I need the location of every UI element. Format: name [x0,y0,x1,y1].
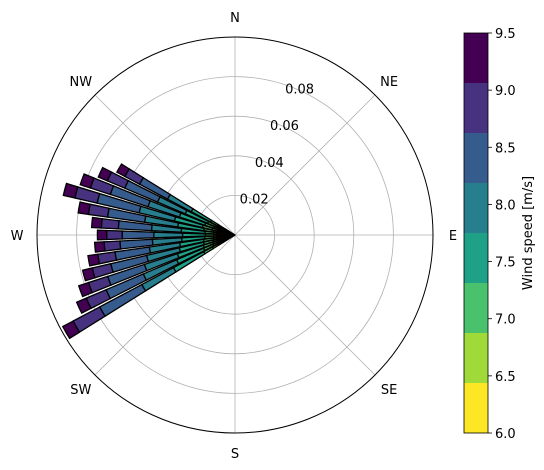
wind-bar-segment [115,163,131,178]
radial-tick-label: 0.02 [240,192,269,207]
wind-bar-segment [87,203,110,218]
wind-bar-segment [153,231,184,239]
angular-gridline [234,234,376,376]
wind-rose-bars [61,163,236,340]
wind-bar-segment [81,267,96,282]
polar-grid [37,37,433,433]
wind-bar-segment [121,230,155,240]
wind-bar-segment [62,182,79,199]
radial-tick-label: 0.08 [285,83,314,98]
wind-bar-segment [77,201,91,216]
colorbar-segment [464,383,488,433]
angular-gridline [94,94,236,236]
colorbar-segment [464,183,488,233]
colorbar-tick-label: 8.0 [495,198,516,213]
colorbar-segment [464,83,488,133]
wind-bar-segment [97,251,118,265]
wind-bar-segment [90,216,103,229]
radial-tick-labels: 0.02 0.04 0.06 0.08 [240,83,314,208]
wind-bar-segment [96,229,108,241]
colorbar-tick-label: 9.0 [495,84,516,99]
colorbar-segment [464,33,488,83]
colorbar-tick-label: 8.5 [495,141,516,156]
wind-bar-segment [75,297,92,314]
wind-bar-segment [79,173,95,189]
direction-label-n: N [230,11,240,26]
colorbar-label: Wind speed [m/s] [521,176,536,290]
wind-bar-segment [103,240,122,252]
wind-bar-segment [61,320,81,340]
direction-labels: N NE E SE S SW W NW [11,11,458,462]
wind-bar-segment [106,229,123,241]
direction-label-e: E [449,229,457,244]
direction-label-s: S [231,447,239,462]
wind-bar-segment [93,241,106,253]
colorbar-segment [464,133,488,183]
radial-tick-label: 0.06 [270,119,299,134]
colorbar-segment [464,333,488,383]
wind-bar-segment [100,217,120,230]
colorbar-segment [464,283,488,333]
colorbar-tick-label: 9.5 [495,27,516,42]
polar-outer-boundary [36,36,434,434]
colorbar-segment [464,233,488,283]
direction-label-nw: NW [70,75,93,90]
direction-label-w: W [11,229,24,244]
wind-bar-segment [77,281,94,298]
direction-label-ne: NE [380,75,398,90]
wind-bar-segment [97,166,113,182]
colorbar-tick-label: 7.5 [495,256,516,271]
colorbar-tick-label: 7.0 [495,313,516,328]
angular-gridline [94,234,236,376]
direction-label-se: SE [381,383,397,398]
wind-bar-segment [87,253,101,267]
radial-tick-label: 0.04 [255,156,284,171]
colorbar-tick-label: 6.0 [495,427,516,442]
colorbar-frame [463,32,489,434]
angular-gridline [234,94,376,236]
colorbar: 6.0 6.5 7.0 7.5 8.0 8.5 9.0 9.5 [463,27,516,442]
direction-label-sw: SW [70,383,91,398]
colorbar-tick-label: 6.5 [495,370,516,385]
